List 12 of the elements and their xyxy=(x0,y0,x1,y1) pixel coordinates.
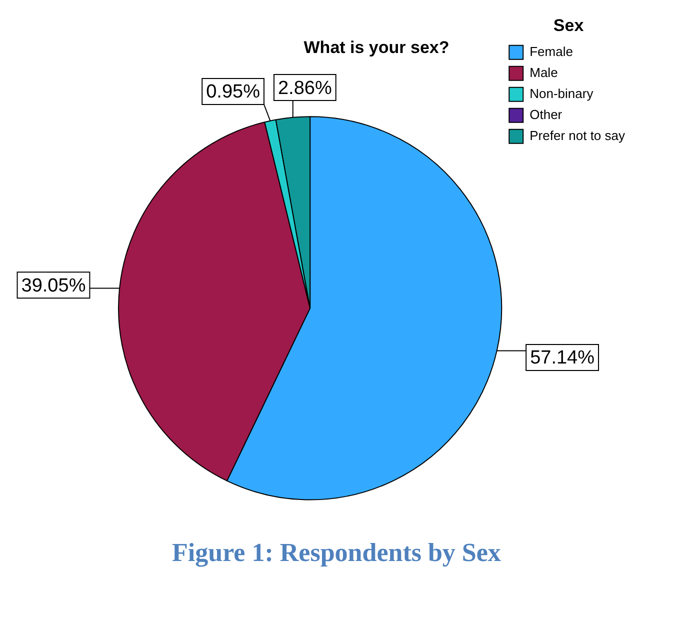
data-label: 39.05% xyxy=(21,275,86,296)
caption: Figure 1: Respondents by Sex xyxy=(171,538,502,568)
legend-label: Other xyxy=(530,106,563,122)
legend-label: Prefer not to say xyxy=(530,128,626,143)
legend-label: Non-binary xyxy=(530,86,594,101)
legend-title: Sex xyxy=(553,16,584,36)
legend-label: Female xyxy=(530,44,573,59)
data-label: 0.95% xyxy=(206,82,260,103)
legend-label: Male xyxy=(530,64,558,80)
data-label: 2.86% xyxy=(278,78,332,99)
data-label: 57.14% xyxy=(530,348,595,369)
chart-title: What is your sex? xyxy=(304,38,450,57)
